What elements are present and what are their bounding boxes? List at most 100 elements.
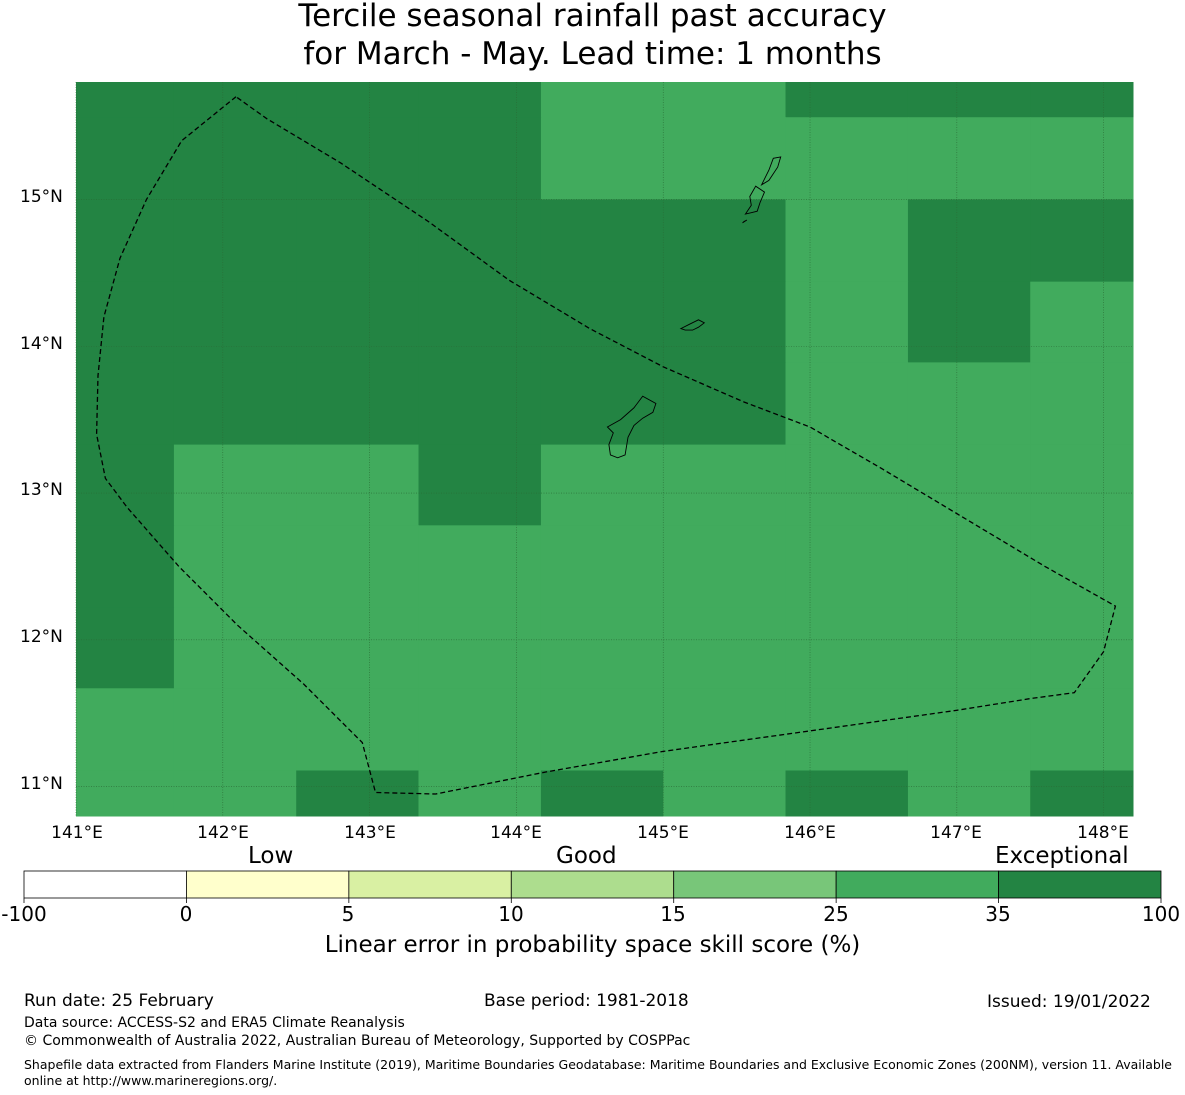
lat-label: 14°N: [20, 334, 63, 354]
skill-cell: [418, 82, 542, 118]
skill-cell: [418, 199, 542, 283]
base-period: Base period: 1981-2018: [484, 991, 689, 1011]
skill-cell: [785, 525, 909, 609]
skill-cell: [785, 117, 909, 200]
skill-cell: [785, 281, 909, 363]
skill-cell: [173, 117, 297, 200]
skill-cell: [1030, 607, 1134, 689]
lat-label: 12°N: [20, 627, 63, 647]
lat-label: 11°N: [20, 774, 63, 794]
colorbar-tick: 10: [498, 902, 524, 926]
skill-cell: [76, 525, 175, 609]
skill-cell: [907, 281, 1031, 363]
skill-cell: [1030, 362, 1134, 446]
skill-cell: [785, 82, 909, 118]
skill-cell: [76, 199, 175, 283]
skill-cell: [540, 525, 664, 609]
skill-cell: [1030, 688, 1134, 771]
colorbar-bin: [835, 870, 999, 899]
skill-cell: [173, 688, 297, 771]
colorbar-tick: 100: [1141, 902, 1181, 926]
skill-cell: [418, 525, 542, 609]
colorbar-tick: 25: [823, 902, 849, 926]
skill-cell: [907, 444, 1031, 526]
lon-label: 144°E: [490, 823, 542, 843]
colorbar: [23, 870, 1162, 903]
data-source: Data source: ACCESS-S2 and ERA5 Climate …: [24, 1015, 405, 1031]
skill-cell: [907, 362, 1031, 446]
skill-cell: [540, 688, 664, 771]
skill-cell: [663, 525, 787, 609]
skill-cell: [540, 199, 664, 283]
skill-cell: [1030, 281, 1134, 363]
island-outline: [760, 156, 782, 186]
skill-cell: [785, 199, 909, 283]
skill-cell: [540, 444, 664, 526]
lon-label: 143°E: [344, 823, 396, 843]
graticule: [75, 82, 1133, 816]
copyright: © Commonwealth of Australia 2022, Austra…: [24, 1033, 691, 1049]
skill-cell: [418, 362, 542, 446]
skill-cell: [296, 607, 419, 689]
category-label-good: Good: [556, 843, 617, 869]
skill-cell: [76, 607, 175, 689]
island-outline: [606, 395, 657, 459]
skill-cell: [907, 82, 1031, 118]
skill-cell: [663, 362, 787, 446]
skill-cell: [1030, 117, 1134, 200]
skill-cell: [785, 688, 909, 771]
skill-cell: [173, 199, 297, 283]
skill-cell: [296, 525, 419, 609]
skill-cell: [76, 362, 175, 446]
colorbar-tick: 15: [660, 902, 686, 926]
skill-cell: [907, 770, 1031, 817]
map-title-line-2: for March - May. Lead time: 1 months: [303, 36, 882, 72]
lon-label: 148°E: [1077, 823, 1129, 843]
colorbar-tick: 0: [179, 902, 193, 926]
lat-label: 15°N: [20, 187, 63, 207]
skill-grid: [76, 82, 1134, 817]
skill-cell: [76, 281, 175, 363]
skill-cell: [76, 82, 175, 118]
skill-cell: [76, 117, 175, 200]
skill-cell: [907, 117, 1031, 200]
skill-cell: [173, 281, 297, 363]
skill-cell: [76, 770, 175, 817]
skill-cell: [296, 770, 419, 817]
skill-cell: [907, 607, 1031, 689]
skill-cell: [296, 362, 419, 446]
skill-cell: [663, 281, 787, 363]
colorbar-bin: [998, 870, 1162, 899]
skill-cell: [173, 525, 297, 609]
lon-label: 145°E: [637, 823, 689, 843]
skill-cell: [418, 770, 542, 817]
island-outline: [679, 319, 706, 331]
lat-label: 13°N: [20, 480, 63, 500]
eez-boundary: [95, 96, 1117, 795]
skill-cell: [785, 362, 909, 446]
skill-cell: [540, 362, 664, 446]
skill-cell: [173, 362, 297, 446]
skill-cell: [76, 688, 175, 771]
colorbar-bin: [23, 870, 187, 899]
lon-label: 147°E: [930, 823, 982, 843]
colorbar-bin: [673, 870, 837, 899]
lon-label: 142°E: [197, 823, 249, 843]
colorbar-tick: -100: [1, 902, 47, 926]
skill-cell: [1030, 770, 1134, 817]
skill-cell: [1030, 199, 1134, 283]
skill-cell: [907, 688, 1031, 771]
skill-cell: [663, 444, 787, 526]
skill-cell: [663, 199, 787, 283]
skill-cell: [296, 199, 419, 283]
skill-cell: [907, 199, 1031, 283]
run-date: Run date: 25 February: [24, 991, 214, 1011]
colorbar-bin: [186, 870, 350, 899]
skill-cell: [418, 117, 542, 200]
skill-cell: [540, 82, 664, 118]
skill-cell: [785, 607, 909, 689]
colorbar-tick: 35: [985, 902, 1011, 926]
map-title-line-1: Tercile seasonal rainfall past accuracy: [298, 0, 887, 34]
skill-cell: [296, 281, 419, 363]
